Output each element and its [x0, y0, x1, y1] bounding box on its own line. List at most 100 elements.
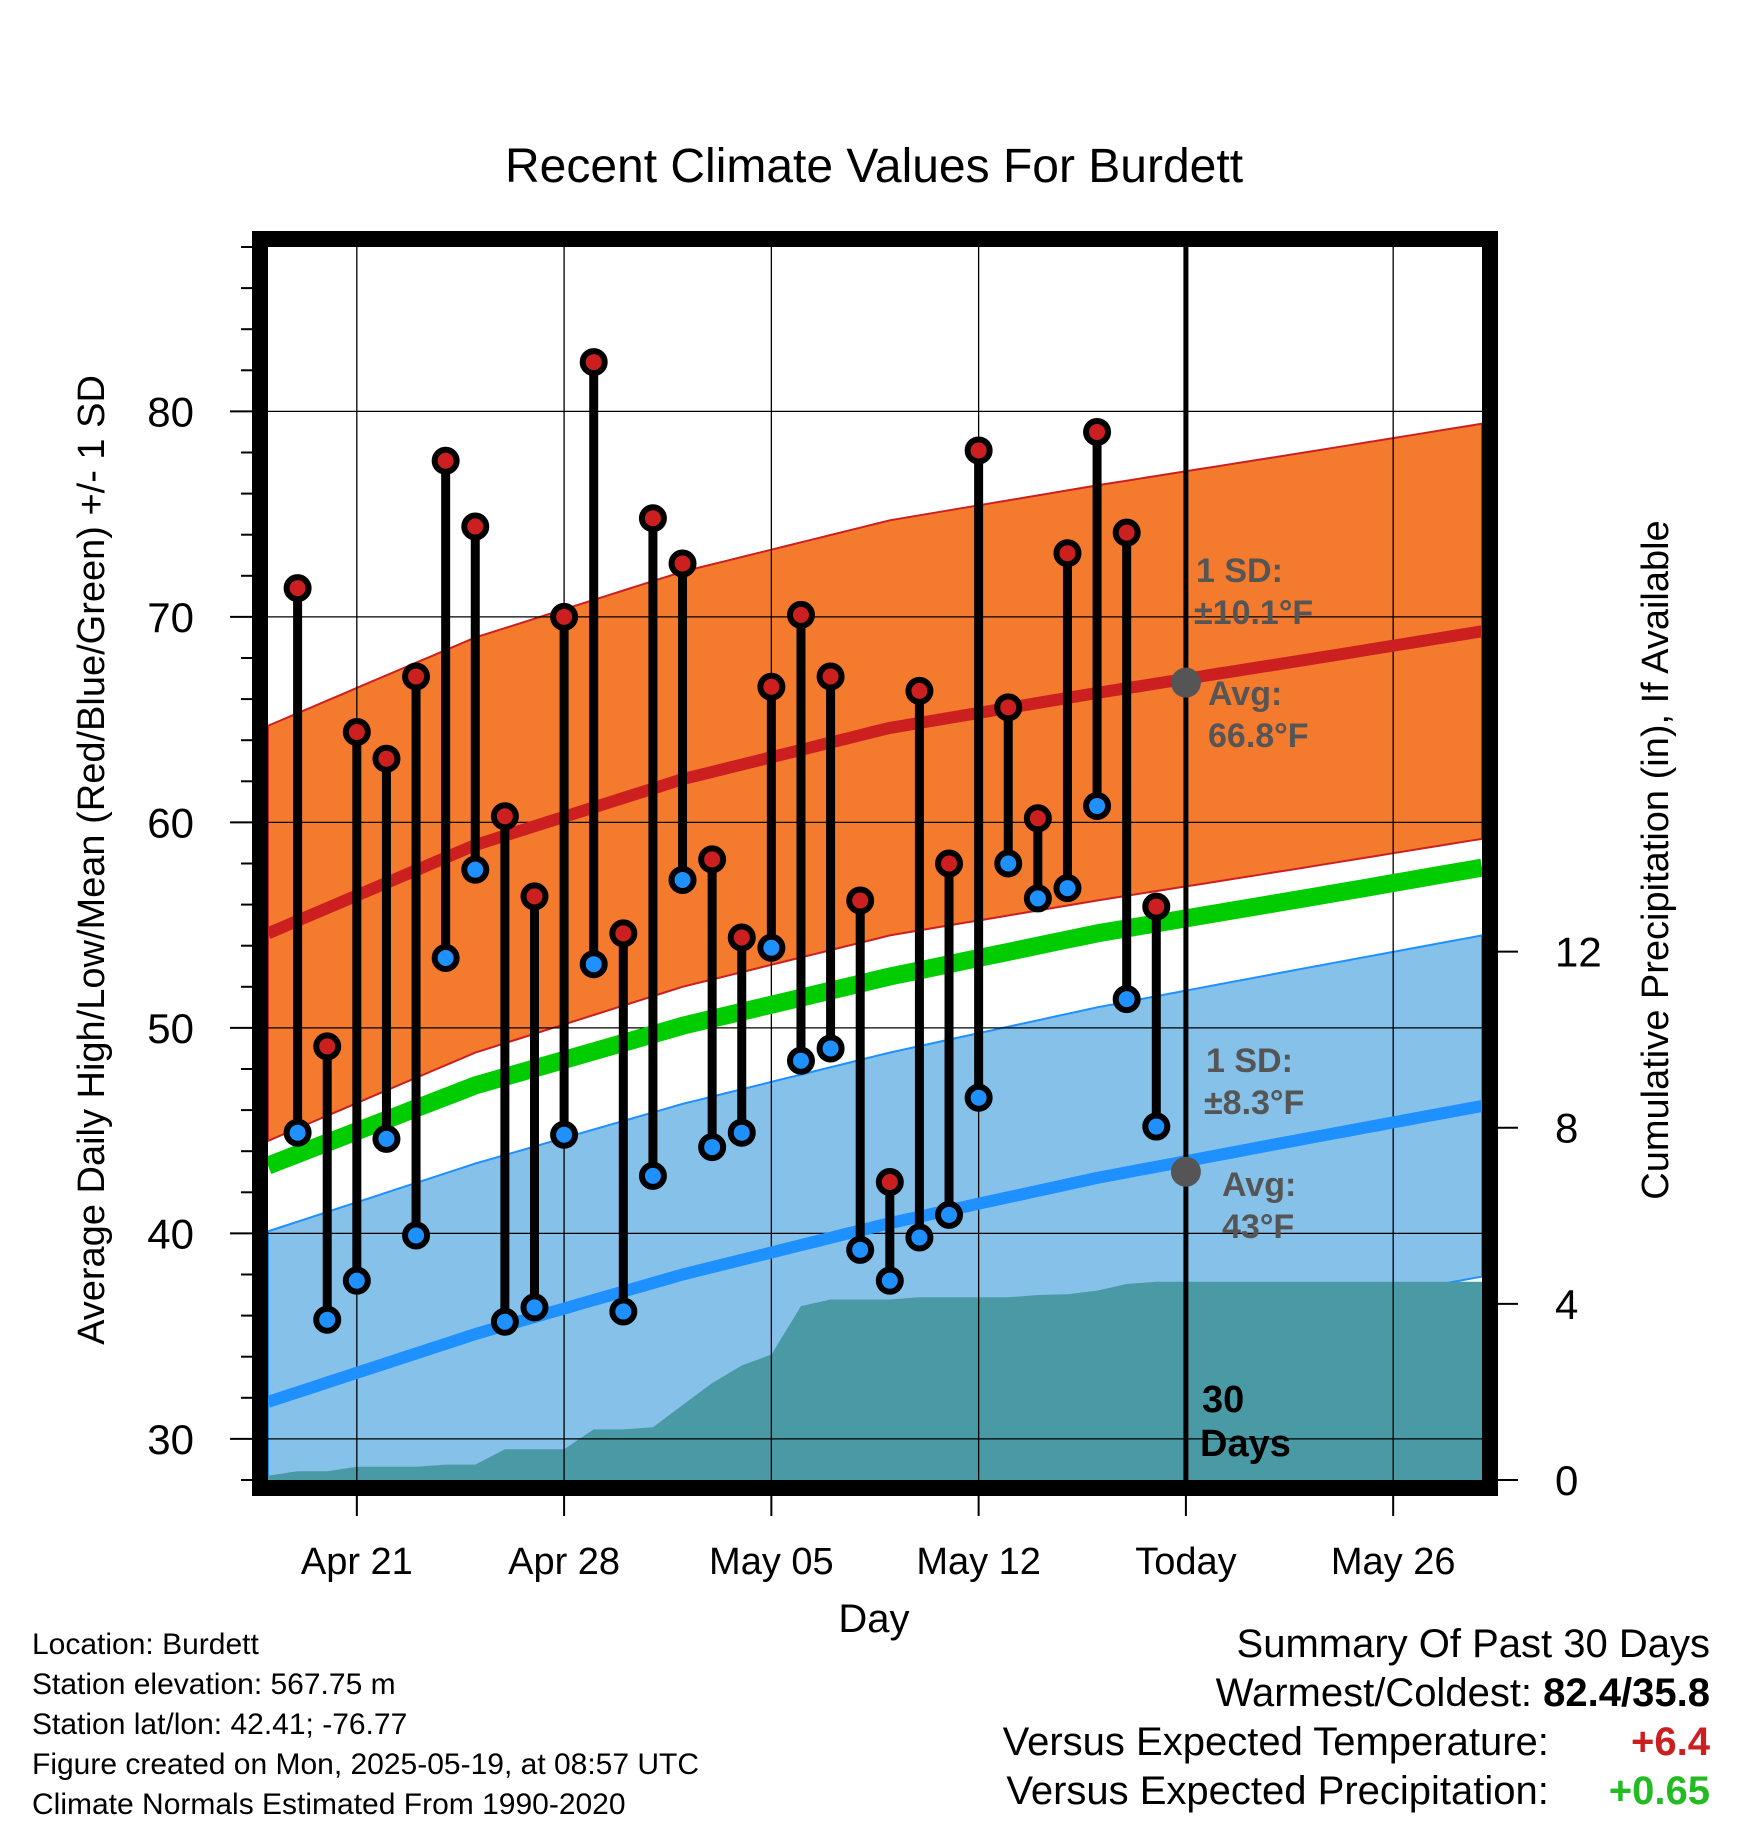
daily-high-point	[757, 672, 786, 701]
precip-area	[268, 1281, 1482, 1480]
y-tick-label: 60	[147, 799, 194, 846]
daily-low-point	[520, 1293, 549, 1322]
y2-tick-label: 4	[1555, 1281, 1578, 1328]
daily-high-point	[372, 744, 401, 773]
latlon-text: Station lat/lon: 42.41; -76.77	[32, 1708, 408, 1741]
daily-high-point	[283, 574, 312, 603]
x-tick-label: Apr 28	[508, 1541, 620, 1583]
daily-low-point	[372, 1124, 401, 1153]
daily-low-point	[609, 1297, 638, 1326]
daily-high-point	[905, 676, 934, 705]
today-low-avg-marker	[1170, 1156, 1201, 1187]
y2-tick-label: 0	[1555, 1457, 1578, 1504]
y-tick-label: 50	[147, 1005, 194, 1052]
daily-high-point	[313, 1032, 342, 1061]
annotation-high-sd-label: 1 SD:	[1196, 552, 1283, 590]
precip-value: +0.65	[1608, 1769, 1710, 1813]
y-axis-label-left: Average Daily High/Low/Mean (Red/Blue/Gr…	[71, 375, 113, 1345]
annotation-low-avg-label: Avg:	[1222, 1166, 1296, 1204]
summary-warm-cold: Warmest/Coldest: 82.4/35.8	[1003, 1669, 1710, 1718]
x-tick-label: Apr 21	[301, 1541, 413, 1583]
daily-high-point	[786, 600, 815, 629]
y-tick-label: 30	[147, 1416, 194, 1463]
avg-low-line	[268, 1100, 1482, 1408]
x-tick-label: Today	[1135, 1541, 1236, 1583]
avg-high-line	[268, 625, 1482, 939]
daily-high-point	[402, 662, 431, 691]
daily-high-point	[964, 436, 993, 465]
daily-low-point	[698, 1133, 727, 1162]
thirty-days-label-2: Days	[1200, 1423, 1291, 1465]
daily-high-point	[579, 348, 608, 377]
y-tick-label: 70	[147, 594, 194, 641]
daily-low-point	[431, 944, 460, 973]
precip-label: Versus Expected Precipitation:	[1006, 1769, 1549, 1813]
daily-low-point	[1053, 874, 1082, 903]
daily-low-point	[757, 933, 786, 962]
daily-high-point	[1083, 417, 1112, 446]
warm-cold-label: Warmest/Coldest:	[1215, 1671, 1533, 1715]
temp-value: +6.4	[1631, 1720, 1710, 1764]
chart-title: Recent Climate Values For Burdett	[505, 140, 1243, 193]
daily-low-point	[1083, 791, 1112, 820]
daily-low-point	[313, 1305, 342, 1334]
summary-panel: Summary Of Past 30 Days Warmest/Coldest:…	[1003, 1620, 1710, 1816]
daily-high-point	[935, 849, 964, 878]
daily-high-point	[638, 504, 667, 533]
annotation-low-sd-value: ±8.3°F	[1204, 1084, 1304, 1122]
daily-high-point	[994, 693, 1023, 722]
daily-high-point	[1023, 804, 1052, 833]
daily-high-point	[1112, 518, 1141, 547]
normals-text: Climate Normals Estimated From 1990-2020	[32, 1788, 626, 1821]
daily-high-point	[490, 802, 519, 831]
daily-low-point	[964, 1083, 993, 1112]
daily-high-point	[342, 717, 371, 746]
daily-high-point	[520, 882, 549, 911]
temp-label: Versus Expected Temperature:	[1002, 1720, 1549, 1764]
daily-low-point	[935, 1200, 964, 1229]
warm-cold-value: 82.4/35.8	[1543, 1671, 1710, 1715]
annotation-high-sd-value: ±10.1°F	[1194, 594, 1313, 632]
today-high-avg-marker	[1170, 667, 1201, 698]
daily-low-point	[1142, 1112, 1171, 1141]
x-tick-label: May 12	[916, 1541, 1041, 1583]
daily-low-point	[727, 1118, 756, 1147]
annotation-high-avg-label: Avg:	[1208, 675, 1282, 713]
x-tick-label: May 26	[1331, 1541, 1456, 1583]
elevation-text: Station elevation: 567.75 m	[32, 1668, 396, 1701]
daily-high-point	[846, 886, 875, 915]
y-axis-label-right: Cumulative Precipitation (in), If Availa…	[1635, 520, 1677, 1199]
annotation-low-sd-label: 1 SD:	[1206, 1042, 1293, 1080]
daily-low-point	[283, 1118, 312, 1147]
annotation-high-avg-value: 66.8°F	[1208, 717, 1309, 755]
daily-high-point	[875, 1168, 904, 1197]
daily-low-point	[816, 1034, 845, 1063]
daily-high-point	[668, 549, 697, 578]
daily-high-point	[1053, 539, 1082, 568]
y-tick-label: 40	[147, 1210, 194, 1257]
daily-low-point	[905, 1223, 934, 1252]
plot-frame	[252, 231, 1498, 1496]
daily-low-point	[786, 1046, 815, 1075]
daily-low-point	[490, 1307, 519, 1336]
daily-low-point	[638, 1161, 667, 1190]
daily-low-point	[1023, 884, 1052, 913]
station-info: Location: Burdett Station elevation: 567…	[32, 1625, 699, 1825]
daily-high-point	[461, 512, 490, 541]
daily-low-point	[342, 1266, 371, 1295]
y-tick-label: 80	[147, 388, 194, 435]
daily-high-point	[431, 446, 460, 475]
daily-low-point	[875, 1266, 904, 1295]
x-tick-label: May 05	[709, 1541, 834, 1583]
daily-high-point	[816, 662, 845, 691]
daily-high-point	[550, 602, 579, 631]
daily-low-point	[461, 855, 490, 884]
x-axis-label: Day	[838, 1597, 909, 1641]
y2-tick-label: 8	[1555, 1105, 1578, 1152]
summary-temp: Versus Expected Temperature: +6.4	[1003, 1718, 1710, 1767]
created-text: Figure created on Mon, 2025-05-19, at 08…	[32, 1748, 700, 1781]
daily-low-point	[846, 1235, 875, 1264]
y2-tick-label: 12	[1555, 929, 1602, 976]
daily-high-point	[1142, 892, 1171, 921]
